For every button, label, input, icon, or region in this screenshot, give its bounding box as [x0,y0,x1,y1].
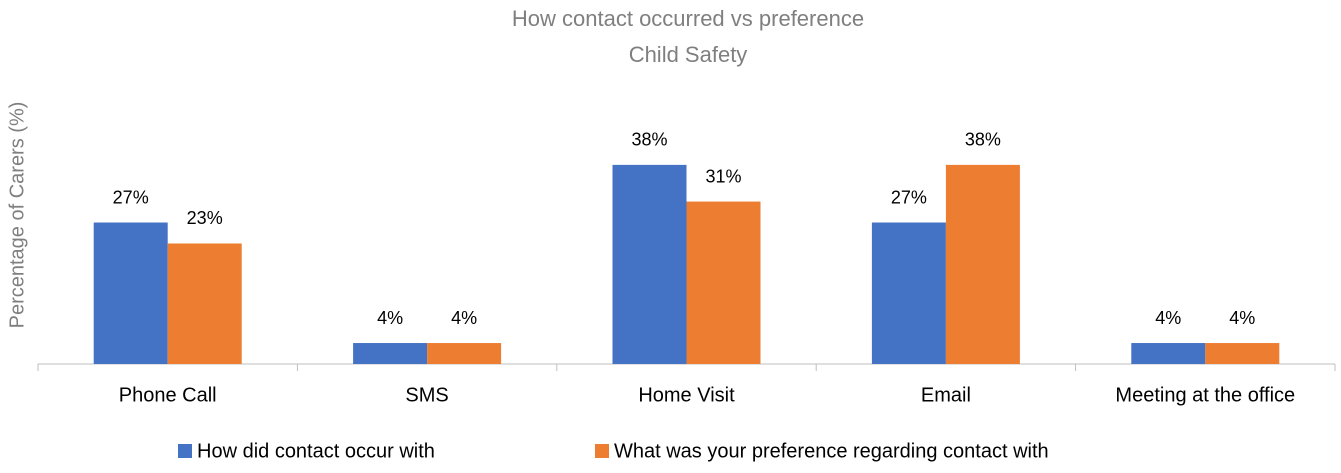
data-label: 38% [631,130,667,150]
bar [427,343,502,364]
legend-label: How did contact occur with [197,440,435,462]
chart-subtitle: Child Safety [629,42,748,67]
data-label: 31% [705,166,741,186]
data-label: 4% [1155,308,1181,328]
chart-title: How contact occurred vs preference [512,6,864,31]
bar [612,164,687,364]
bar [871,222,946,364]
data-label: 23% [187,208,223,228]
data-label: 4% [1229,308,1255,328]
legend-swatch [178,444,192,458]
x-tick-label: SMS [405,384,448,406]
data-label: 4% [377,308,403,328]
bar [167,243,242,364]
legend-label: What was your preference regarding conta… [614,440,1049,462]
bar [93,222,168,364]
data-label: 27% [113,187,149,207]
bar [353,343,428,364]
bar [1205,343,1280,364]
legend-swatch [595,444,609,458]
data-label: 27% [891,187,927,207]
bar [1131,343,1206,364]
x-tick-label: Meeting at the office [1115,384,1295,406]
y-axis-label: Percentage of Carers (%) [6,102,28,329]
x-tick-label: Email [921,384,971,406]
data-label: 38% [965,130,1001,150]
x-tick-label: Phone Call [119,384,217,406]
x-tick-label: Home Visit [638,384,735,406]
data-label: 4% [451,308,477,328]
bar [686,201,761,364]
bar [945,164,1020,364]
